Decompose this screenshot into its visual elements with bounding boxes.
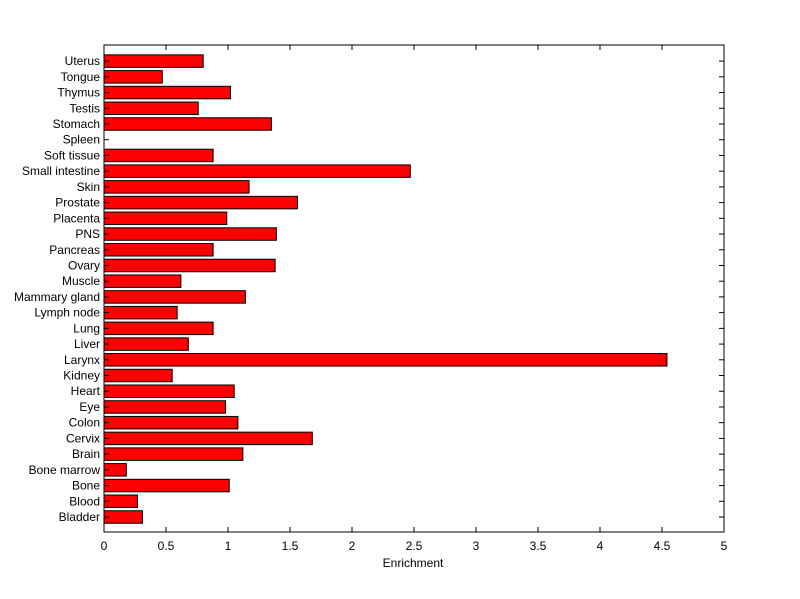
bar-lymph-node <box>103 305 178 320</box>
bar-pancreas <box>103 243 214 257</box>
category-label-pns: PNS <box>75 227 100 241</box>
x-tick-label-7: 3.5 <box>530 539 547 553</box>
category-label-cervix: Cervix <box>66 431 100 445</box>
bar-blood <box>103 494 138 509</box>
category-label-lung: Lung <box>73 321 100 335</box>
bar-testis <box>103 101 199 116</box>
category-label-blood: Blood <box>69 494 100 508</box>
bar-larynx <box>103 353 668 367</box>
x-ticks-group: 0 0.5 1 1.5 2 2.5 3 3.5 4 4.5 5 <box>101 45 728 553</box>
category-label-colon: Colon <box>69 416 100 430</box>
category-label-eye: Eye <box>79 400 100 414</box>
category-label-lymph-node: Lymph node <box>34 306 100 320</box>
bar-soft-tissue <box>103 148 214 163</box>
category-label-kidney: Kidney <box>63 369 100 383</box>
bar-liver <box>103 337 189 351</box>
x-tick-label-3: 1.5 <box>282 539 299 553</box>
category-label-placenta: Placenta <box>53 211 100 225</box>
bar-mammary-gland <box>103 290 246 304</box>
bar-pns <box>103 227 277 241</box>
bar-thymus <box>103 85 231 100</box>
category-label-uterus: Uterus <box>65 54 100 68</box>
x-tick-label-0: 0 <box>101 539 108 553</box>
category-label-mammary-gland: Mammary gland <box>14 290 100 304</box>
bar-stomach <box>103 117 272 131</box>
bar-tongue <box>103 70 163 84</box>
bar-prostate <box>103 195 298 210</box>
category-label-liver: Liver <box>74 337 100 351</box>
x-tick-label-1: 0.5 <box>158 539 175 553</box>
bar-muscle <box>103 274 182 288</box>
category-label-larynx: Larynx <box>64 353 100 367</box>
bar-colon <box>103 415 239 430</box>
category-label-muscle: Muscle <box>62 274 100 288</box>
category-label-brain: Brain <box>72 447 100 461</box>
plot-frame <box>103 44 725 533</box>
category-label-ovary: Ovary <box>68 258 100 272</box>
category-label-bone-marrow: Bone marrow <box>29 463 101 477</box>
x-tick-label-4: 2 <box>349 539 356 553</box>
category-label-bone: Bone <box>72 479 100 493</box>
bar-eye <box>103 400 227 414</box>
category-label-tongue: Tongue <box>61 70 101 84</box>
bar-bone <box>103 478 230 493</box>
bar-heart <box>103 384 235 398</box>
category-label-prostate: Prostate <box>55 196 100 210</box>
bar-cervix <box>103 431 313 446</box>
category-label-heart: Heart <box>71 384 101 398</box>
bar-bladder <box>103 510 143 524</box>
x-tick-label-6: 3 <box>473 539 480 553</box>
bar-small-intestine <box>103 164 411 178</box>
bar-kidney <box>103 368 173 383</box>
bar-lung <box>103 321 214 336</box>
bar-placenta <box>103 211 228 226</box>
bar-uterus <box>103 54 204 68</box>
category-label-pancreas: Pancreas <box>49 243 100 257</box>
x-tick-label-5: 2.5 <box>406 539 423 553</box>
x-axis-label: Enrichment <box>383 556 444 570</box>
category-label-stomach: Stomach <box>53 117 100 131</box>
bar-brain <box>103 447 244 461</box>
category-label-soft-tissue: Soft tissue <box>44 148 100 162</box>
category-label-thymus: Thymus <box>57 86 100 100</box>
x-tick-label-9: 4.5 <box>654 539 671 553</box>
x-tick-label-10: 5 <box>721 539 728 553</box>
category-label-skin: Skin <box>77 180 100 194</box>
bar-ovary <box>103 258 276 273</box>
bar-skin <box>103 180 250 194</box>
category-label-spleen: Spleen <box>63 133 100 147</box>
x-tick-label-8: 4 <box>597 539 604 553</box>
x-tick-label-2: 1 <box>225 539 232 553</box>
category-label-bladder: Bladder <box>59 510 100 524</box>
category-label-small-intestine: Small intestine <box>22 164 100 178</box>
category-label-testis: Testis <box>69 101 100 115</box>
